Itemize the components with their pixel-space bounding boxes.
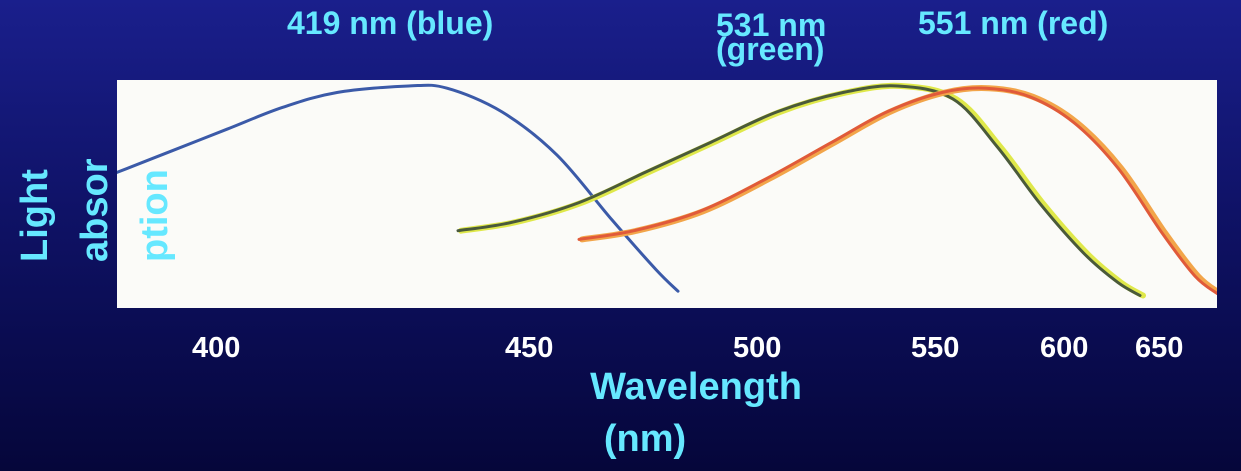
curve-red-highlight [579, 84, 1223, 297]
curve-green [456, 84, 1142, 297]
curve-blue [115, 83, 680, 293]
x-tick-450: 450 [505, 332, 554, 364]
y-axis-label-line1: Light [14, 169, 56, 262]
peak-label-green-line2: (green) [716, 31, 825, 67]
y-axis-label-line3: ption [134, 169, 176, 262]
absorption-curves [115, 82, 1223, 299]
x-axis-label-line2: (nm) [603, 418, 687, 460]
x-tick-650: 650 [1135, 332, 1184, 364]
curve-green-highlight [458, 82, 1146, 299]
x-tick-400: 400 [192, 332, 241, 364]
x-axis-label-line1: Wavelength [590, 366, 802, 408]
peak-label-red: 551 nm (red) [918, 5, 1109, 41]
peak-label-blue: 419 nm (blue) [287, 5, 494, 41]
curve-red [577, 86, 1219, 295]
peak-label-green-line1: 531 nm [716, 7, 827, 43]
y-axis-label-line2: absor [74, 158, 116, 262]
x-tick-500: 500 [733, 332, 782, 364]
plot-area [115, 80, 1223, 308]
x-tick-550: 550 [911, 332, 960, 364]
peak-label-green: 531 nm (green) [716, 7, 827, 67]
x-tick-600: 600 [1040, 332, 1089, 364]
